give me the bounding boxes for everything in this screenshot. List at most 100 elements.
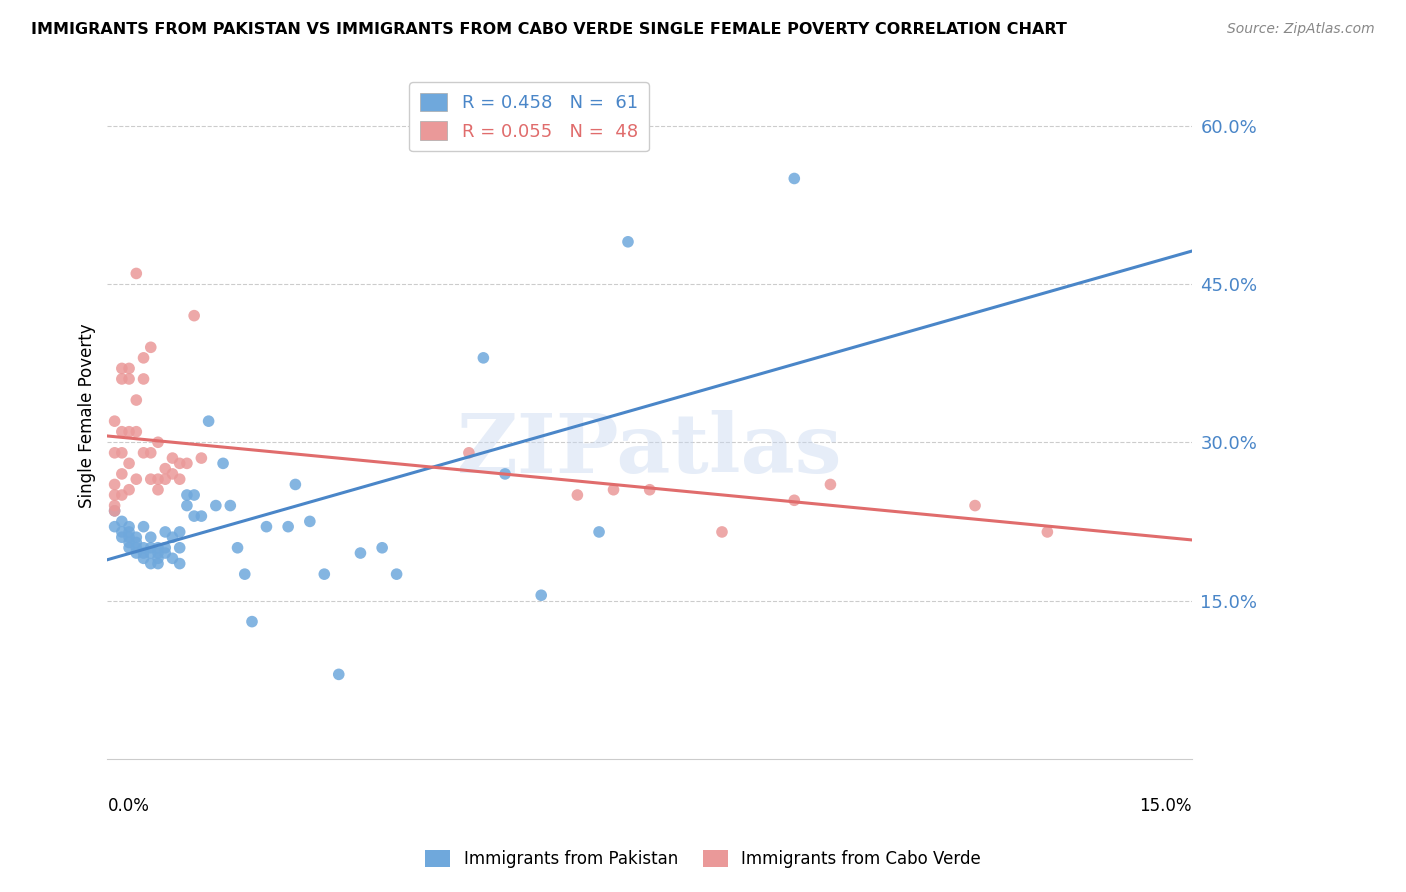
Point [567, 488, 589, 502]
Point [183, 309, 205, 323]
Point [118, 361, 141, 376]
Point [118, 425, 141, 439]
Point [277, 519, 299, 533]
Point [190, 509, 212, 524]
Point [328, 667, 350, 681]
Point [118, 519, 141, 533]
Point [233, 567, 256, 582]
Point [132, 351, 155, 365]
Point [820, 477, 842, 491]
Point [118, 541, 141, 555]
Point [169, 456, 191, 470]
Point [111, 446, 134, 460]
Point [963, 499, 986, 513]
Point [146, 551, 169, 566]
Point [146, 472, 169, 486]
Y-axis label: Single Female Poverty: Single Female Poverty [79, 324, 96, 508]
Point [314, 567, 336, 582]
Point [139, 340, 162, 354]
Point [111, 361, 134, 376]
Point [139, 557, 162, 571]
Point [139, 446, 162, 460]
Point [162, 530, 184, 544]
Point [125, 530, 148, 544]
Point [298, 515, 321, 529]
Point [146, 435, 169, 450]
Point [240, 615, 263, 629]
Point [132, 446, 155, 460]
Point [169, 524, 191, 539]
Point [104, 499, 127, 513]
Point [197, 414, 219, 428]
Point [226, 541, 249, 555]
Point [125, 535, 148, 549]
Point [212, 456, 235, 470]
Point [139, 546, 162, 560]
Point [588, 524, 610, 539]
Point [139, 530, 162, 544]
Point [1036, 524, 1059, 539]
Point [118, 530, 141, 544]
Point [125, 425, 148, 439]
Point [256, 519, 278, 533]
Point [155, 541, 177, 555]
Point [132, 519, 155, 533]
Point [111, 515, 134, 529]
Point [162, 551, 184, 566]
Point [104, 446, 127, 460]
Text: ZIPatlas: ZIPatlas [457, 410, 842, 491]
Point [104, 504, 127, 518]
Text: IMMIGRANTS FROM PAKISTAN VS IMMIGRANTS FROM CABO VERDE SINGLE FEMALE POVERTY COR: IMMIGRANTS FROM PAKISTAN VS IMMIGRANTS F… [31, 22, 1067, 37]
Point [139, 541, 162, 555]
Point [111, 530, 134, 544]
Point [118, 456, 141, 470]
Legend: R = 0.458   N =  61, R = 0.055   N =  48: R = 0.458 N = 61, R = 0.055 N = 48 [409, 82, 648, 152]
Point [349, 546, 371, 560]
Point [458, 446, 481, 460]
Point [125, 472, 148, 486]
Point [132, 551, 155, 566]
Point [118, 524, 141, 539]
Point [169, 541, 191, 555]
Point [111, 467, 134, 481]
Point [139, 472, 162, 486]
Point [183, 509, 205, 524]
Point [176, 456, 198, 470]
Point [104, 504, 127, 518]
Point [162, 451, 184, 466]
Point [155, 546, 177, 560]
Point [104, 477, 127, 491]
Point [125, 392, 148, 407]
Point [169, 557, 191, 571]
Point [183, 488, 205, 502]
Point [118, 483, 141, 497]
Point [638, 483, 661, 497]
Point [118, 372, 141, 386]
Point [118, 535, 141, 549]
Point [132, 541, 155, 555]
Point [205, 499, 228, 513]
Point [494, 467, 516, 481]
Point [783, 493, 806, 508]
Legend: Immigrants from Pakistan, Immigrants from Cabo Verde: Immigrants from Pakistan, Immigrants fro… [419, 843, 987, 875]
Point [711, 524, 734, 539]
Point [371, 541, 394, 555]
Point [176, 488, 198, 502]
Point [146, 546, 169, 560]
Point [132, 546, 155, 560]
Point [602, 483, 624, 497]
Point [162, 467, 184, 481]
Text: 0.0%: 0.0% [107, 797, 149, 814]
Point [125, 541, 148, 555]
Point [146, 483, 169, 497]
Point [111, 425, 134, 439]
Point [155, 524, 177, 539]
Point [104, 414, 127, 428]
Point [132, 372, 155, 386]
Point [385, 567, 408, 582]
Point [155, 472, 177, 486]
Point [219, 499, 242, 513]
Point [111, 372, 134, 386]
Point [104, 488, 127, 502]
Point [284, 477, 307, 491]
